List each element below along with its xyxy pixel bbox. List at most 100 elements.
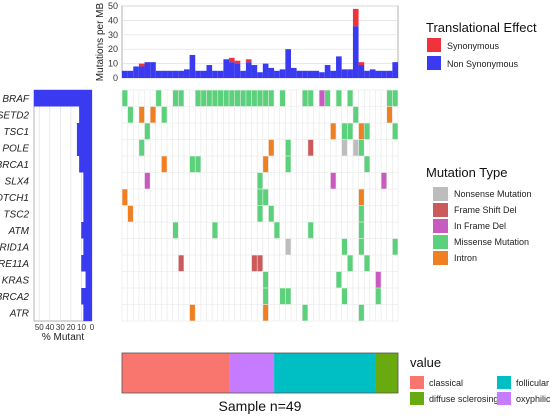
mutation-legend-label: Frame Shift Del bbox=[454, 205, 517, 215]
gene-label: BRAF bbox=[2, 94, 30, 105]
tmb-bar-nonsynonymous bbox=[290, 67, 297, 78]
mutation-cell bbox=[206, 90, 212, 107]
tmb-bar-nonsynonymous bbox=[364, 70, 370, 78]
mutation-cell bbox=[347, 90, 353, 107]
mutation-cell bbox=[364, 255, 370, 272]
gene-label: ATM bbox=[8, 226, 30, 237]
subtype-legend-label: follicular bbox=[516, 378, 549, 388]
mutation-legend-swatch bbox=[433, 203, 448, 217]
tmb-bar-nonsynonymous bbox=[319, 72, 325, 78]
mutation-cell bbox=[308, 222, 314, 239]
mutation-legend-swatch bbox=[433, 219, 448, 233]
mutation-cell bbox=[392, 238, 398, 255]
subtype-legend: value classical diffuse sclerosing follicu… bbox=[410, 355, 550, 405]
pct-mutant-bar bbox=[81, 222, 92, 239]
mutation-cell bbox=[285, 288, 291, 305]
gene-label: KRAS bbox=[2, 275, 30, 286]
tmb-bar-nonsynonymous bbox=[285, 49, 291, 78]
mutation-cell bbox=[268, 139, 274, 156]
mutation-cell bbox=[308, 139, 314, 156]
subtype-legend-label: oxyphilic bbox=[516, 394, 550, 404]
tmb-bar-nonsynonymous bbox=[161, 70, 168, 78]
tmb-bar-nonsynonymous bbox=[138, 66, 145, 78]
mutation-cell bbox=[257, 205, 263, 222]
mutation-cell bbox=[139, 139, 145, 156]
gene-label: TSC2 bbox=[3, 209, 29, 220]
mutation-cell bbox=[358, 238, 364, 255]
tmb-bar-nonsynonymous bbox=[172, 70, 179, 78]
mutation-cell bbox=[358, 222, 364, 239]
mutation-cell bbox=[330, 123, 336, 140]
tmb-bar-nonsynonymous bbox=[206, 65, 213, 78]
mutation-cell bbox=[263, 90, 269, 107]
mutation-cell bbox=[392, 123, 398, 140]
mutation-cell bbox=[246, 90, 252, 107]
tmb-bar-nonsynonymous bbox=[313, 70, 320, 78]
tmb-y-tick-label: 10 bbox=[108, 59, 118, 69]
mutation-cell bbox=[150, 106, 156, 123]
mutation-cell bbox=[358, 189, 364, 206]
pct-mutant-tick-label: 50 bbox=[35, 323, 44, 332]
mutation-legend-label: Missense Mutation bbox=[454, 237, 529, 247]
mutation-cell bbox=[274, 222, 280, 239]
subtype-block bbox=[274, 353, 376, 393]
mutation-cell bbox=[156, 90, 162, 107]
mutation-cell bbox=[263, 304, 269, 321]
mutation-cell bbox=[347, 255, 353, 272]
mutation-cell bbox=[189, 156, 195, 173]
mutation-cell bbox=[257, 90, 263, 107]
mutation-cell bbox=[353, 106, 359, 123]
pct-mutant-bar bbox=[83, 238, 92, 255]
tmb-bar-nonsynonymous bbox=[336, 56, 342, 78]
mutation-cell bbox=[218, 90, 224, 107]
mutation-legend-swatch bbox=[433, 187, 448, 201]
tmb-bar-nonsynonymous bbox=[257, 72, 263, 78]
tmb-bar-nonsynonymous bbox=[245, 62, 252, 78]
mutation-cell bbox=[257, 172, 263, 189]
pct-mutant-tick-label: 40 bbox=[45, 323, 54, 332]
tmb-bar-nonsynonymous bbox=[212, 70, 218, 78]
tmb-bar-nonsynonymous bbox=[341, 69, 348, 78]
mutation-cell bbox=[347, 123, 353, 140]
mutation-cell bbox=[251, 255, 257, 272]
subtype-legend-label: classical bbox=[429, 378, 463, 388]
mutation-legend-swatch bbox=[433, 251, 448, 265]
gene-label: ARID1A bbox=[0, 242, 29, 253]
tmb-y-axis-label: Mutations per MB bbox=[95, 2, 106, 81]
mutation-cell bbox=[285, 238, 291, 255]
mutation-cell bbox=[358, 304, 364, 321]
tmb-bar-nonsynonymous bbox=[307, 70, 314, 78]
pct-mutant-tick-label: 10 bbox=[77, 323, 86, 332]
mutation-cell bbox=[358, 139, 364, 156]
mutation-cell bbox=[341, 238, 348, 255]
tmb-bar-nonsynonymous bbox=[189, 54, 196, 78]
mutation-cell bbox=[375, 271, 381, 288]
tmb-bar-nonsynonymous bbox=[381, 70, 387, 78]
tmb-bar-synonymous bbox=[245, 59, 252, 63]
pct-mutant-bar bbox=[76, 123, 92, 140]
pct-mutant-bar bbox=[79, 106, 92, 123]
mutation-cell bbox=[251, 90, 257, 107]
mutation-cell bbox=[234, 90, 240, 107]
tmb-bar-nonsynonymous bbox=[122, 70, 128, 78]
mutation-cell bbox=[257, 255, 263, 272]
pct-mutant-bar bbox=[81, 255, 92, 272]
tmb-bar-synonymous bbox=[352, 8, 359, 27]
subtype-legend-swatch bbox=[497, 376, 511, 389]
tmb-bar-nonsynonymous bbox=[217, 70, 224, 78]
tmb-y-tick-label: 0 bbox=[113, 73, 118, 83]
mutation-matrix-gridlines bbox=[121, 89, 399, 322]
gene-label: BRCA1 bbox=[0, 160, 29, 171]
mutation-cell bbox=[319, 90, 325, 107]
subtype-bar-frame bbox=[121, 352, 399, 394]
mutation-cell bbox=[122, 90, 128, 107]
pct-mutant-bar bbox=[79, 156, 92, 173]
subtype-legend-swatch bbox=[410, 392, 424, 405]
pct-mutant-bar bbox=[85, 271, 92, 288]
pct-mutant-tick-label: 30 bbox=[56, 323, 65, 332]
mutation-legend-label: In Frame Del bbox=[454, 221, 506, 231]
pct-mutant-bar bbox=[83, 189, 92, 206]
sample-count-label: Sample n=49 bbox=[219, 398, 302, 414]
subtype-block bbox=[122, 353, 230, 393]
